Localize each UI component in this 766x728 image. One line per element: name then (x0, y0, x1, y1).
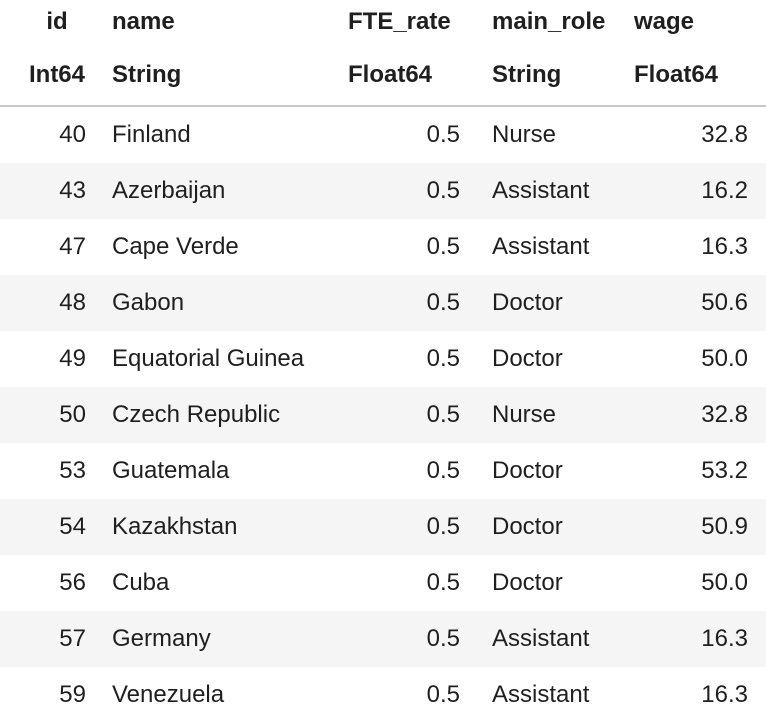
cell-id: 43 (59, 177, 86, 204)
cell-name: Azerbaijan (112, 177, 226, 204)
table-row[interactable]: 50 Czech Republic 0.5 Nurse 32.8 (0, 387, 766, 443)
cell-wage: 50.9 (701, 513, 748, 540)
cell-main-role: Assistant (492, 681, 590, 708)
cell-main-role: Assistant (492, 625, 590, 652)
cell-fte-rate: 0.5 (426, 513, 460, 540)
column-header-id[interactable]: id (46, 8, 68, 35)
cell-main-role: Doctor (492, 345, 563, 372)
cell-fte-rate: 0.5 (426, 625, 460, 652)
cell-main-role: Assistant (492, 233, 590, 260)
table-body: 40 Finland 0.5 Nurse 32.8 43 Azerbaijan 0.5 Assi… (0, 106, 766, 723)
cell-id: 40 (59, 121, 86, 148)
cell-name: Kazakhstan (112, 513, 238, 540)
cell-main-role: Assistant (492, 177, 590, 204)
column-dtype-name: String (98, 44, 334, 107)
column-dtype-id: Int64 (0, 44, 98, 107)
cell-wage: 32.8 (701, 401, 748, 428)
cell-name: Guatemala (112, 457, 230, 484)
cell-wage: 50.0 (701, 345, 748, 372)
cell-id: 56 (59, 569, 86, 596)
cell-main-role: Nurse (492, 121, 557, 148)
cell-wage: 16.3 (701, 233, 748, 260)
table-row[interactable]: 49 Equatorial Guinea 0.5 Doctor 50.0 (0, 331, 766, 387)
column-header-wage[interactable]: wage (634, 8, 695, 35)
cell-id: 53 (59, 457, 86, 484)
cell-wage: 50.0 (701, 569, 748, 596)
cell-id: 59 (59, 681, 86, 708)
cell-wage: 53.2 (701, 457, 748, 484)
cell-fte-rate: 0.5 (426, 121, 460, 148)
cell-name: Equatorial Guinea (112, 345, 305, 372)
table-row[interactable]: 47 Cape Verde 0.5 Assistant 16.3 (0, 219, 766, 275)
cell-main-role: Nurse (492, 401, 557, 428)
column-header-main-role[interactable]: main_role (492, 8, 606, 35)
column-header-fte-rate[interactable]: FTE_rate (348, 8, 451, 35)
cell-name: Czech Republic (112, 401, 281, 428)
column-names-row: id name FTE_rate main_role wage (0, 0, 766, 44)
table-header: id name FTE_rate main_role wage Int64 St… (0, 0, 766, 107)
cell-fte-rate: 0.5 (426, 569, 460, 596)
cell-main-role: Doctor (492, 289, 563, 316)
cell-main-role: Doctor (492, 513, 563, 540)
cell-name: Cape Verde (112, 233, 239, 260)
cell-fte-rate: 0.5 (426, 289, 460, 316)
cell-main-role: Doctor (492, 457, 563, 484)
cell-id: 49 (59, 345, 86, 372)
table-row[interactable]: 43 Azerbaijan 0.5 Assistant 16.2 (0, 163, 766, 219)
cell-id: 47 (59, 233, 86, 260)
cell-name: Venezuela (112, 681, 225, 708)
column-dtype-fte-rate: Float64 (334, 44, 478, 107)
cell-fte-rate: 0.5 (426, 233, 460, 260)
cell-wage: 16.3 (701, 681, 748, 708)
column-header-name[interactable]: name (112, 8, 175, 35)
table-row[interactable]: 56 Cuba 0.5 Doctor 50.0 (0, 555, 766, 611)
cell-fte-rate: 0.5 (426, 177, 460, 204)
cell-id: 54 (59, 513, 86, 540)
cell-name: Germany (112, 625, 211, 652)
column-dtypes-row: Int64 String Float64 String Float64 (0, 44, 766, 107)
cell-id: 48 (59, 289, 86, 316)
table-row[interactable]: 48 Gabon 0.5 Doctor 50.6 (0, 275, 766, 331)
table-row[interactable]: 54 Kazakhstan 0.5 Doctor 50.9 (0, 499, 766, 555)
cell-wage: 32.8 (701, 121, 748, 148)
cell-name: Finland (112, 121, 191, 148)
cell-fte-rate: 0.5 (426, 401, 460, 428)
cell-fte-rate: 0.5 (426, 345, 460, 372)
cell-fte-rate: 0.5 (426, 457, 460, 484)
cell-fte-rate: 0.5 (426, 681, 460, 708)
cell-wage: 16.3 (701, 625, 748, 652)
table-row[interactable]: 53 Guatemala 0.5 Doctor 53.2 (0, 443, 766, 499)
cell-wage: 50.6 (701, 289, 748, 316)
cell-id: 57 (59, 625, 86, 652)
column-dtype-wage: Float64 (620, 44, 766, 107)
column-dtype-main-role: String (478, 44, 620, 107)
table-row[interactable]: 57 Germany 0.5 Assistant 16.3 (0, 611, 766, 667)
cell-name: Cuba (112, 569, 170, 596)
cell-wage: 16.2 (701, 177, 748, 204)
cell-name: Gabon (112, 289, 185, 316)
table-row[interactable]: 59 Venezuela 0.5 Assistant 16.3 (0, 667, 766, 723)
cell-id: 50 (59, 401, 86, 428)
cell-main-role: Doctor (492, 569, 563, 596)
table-row[interactable]: 40 Finland 0.5 Nurse 32.8 (0, 106, 766, 163)
